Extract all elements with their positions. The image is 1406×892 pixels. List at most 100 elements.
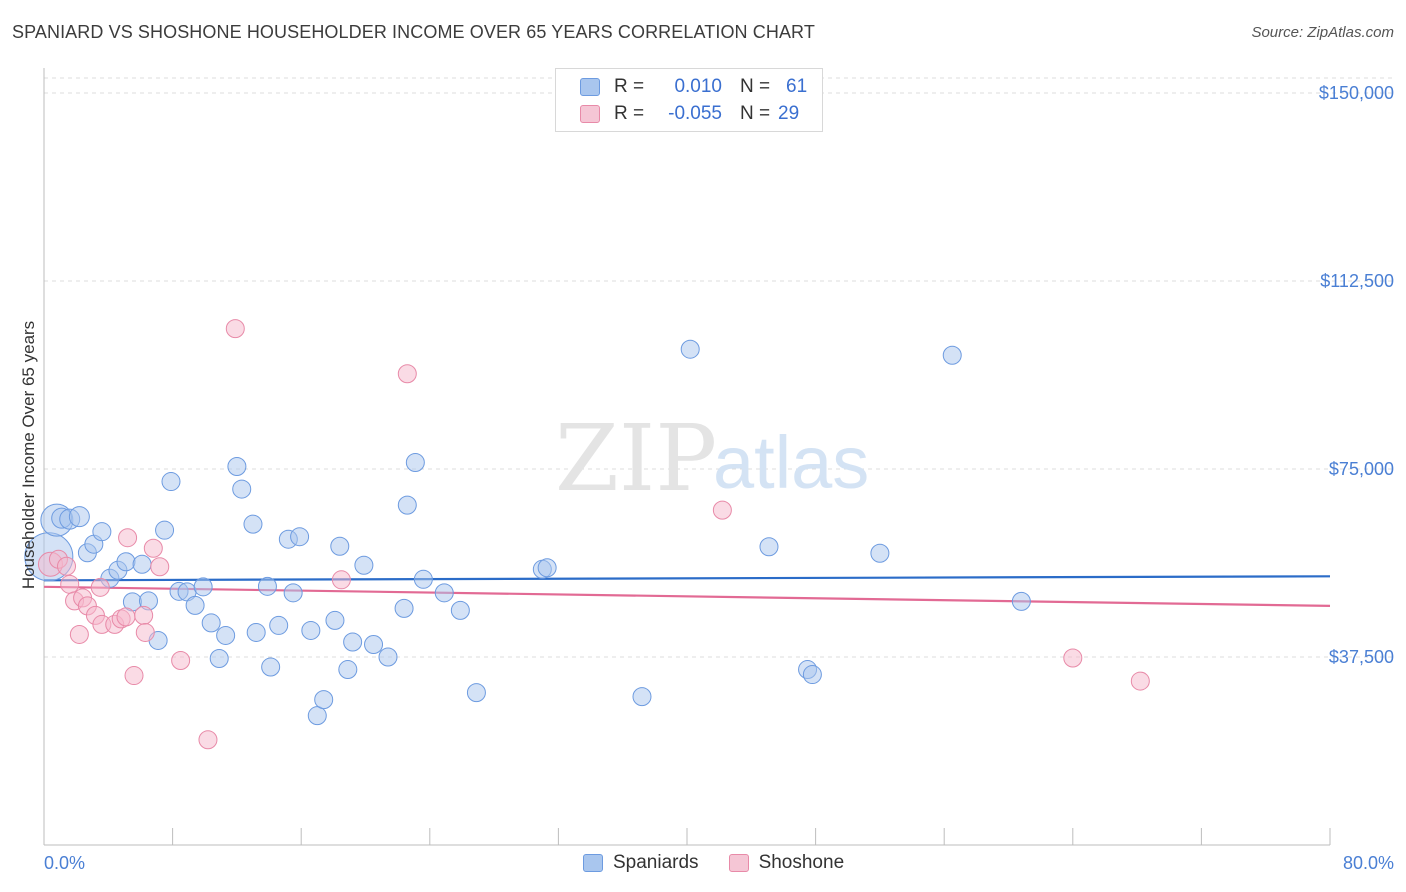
point-shoshone <box>331 570 351 590</box>
watermark-atlas: atlas <box>713 421 869 504</box>
point-spaniards <box>216 625 236 645</box>
legend-item-spaniards[interactable]: Spaniards <box>583 852 699 874</box>
point-spaniards <box>290 527 310 547</box>
point-spaniards <box>92 522 112 542</box>
point-shoshone <box>1130 671 1150 691</box>
series-legend: Spaniards Shoshone <box>583 852 874 874</box>
legend-item-shoshone[interactable]: Shoshone <box>728 852 845 874</box>
point-spaniards <box>132 554 152 574</box>
legend-row-spaniards: R = 0.010 N = 61 <box>580 75 807 99</box>
trend-line-shoshone <box>43 585 1331 607</box>
legend-label-spaniards: Spaniards <box>613 852 699 873</box>
legend-n-value: 61 <box>786 76 808 97</box>
y-tick-label: $75,000 <box>1329 459 1394 479</box>
y-axis-label: Householder Income Over 65 years <box>19 321 38 589</box>
point-spaniards <box>201 613 221 633</box>
point-shoshone <box>116 607 136 627</box>
point-spaniards <box>466 683 486 703</box>
point-spaniards <box>680 339 700 359</box>
watermark-zip: ZIP <box>555 405 717 512</box>
point-shoshone <box>397 364 417 384</box>
axes: $37,500 $75,000 $112,500 $150,000 <box>43 68 1394 846</box>
legend-swatch-pink <box>580 105 600 123</box>
point-spaniards <box>257 576 277 596</box>
point-shoshone <box>90 577 110 597</box>
correlation-legend: R = 0.010 N = 61 R = -0.055 N = 29 <box>555 68 823 132</box>
point-spaniards <box>405 453 425 473</box>
legend-swatch-pink <box>728 854 749 872</box>
point-spaniards <box>397 495 417 515</box>
point-shoshone <box>134 605 154 625</box>
legend-n-label: N = <box>740 103 771 124</box>
point-spaniards <box>325 610 345 630</box>
point-spaniards <box>209 649 229 669</box>
point-shoshone <box>57 556 77 576</box>
point-spaniards <box>364 634 384 654</box>
point-spaniards <box>161 472 181 492</box>
legend-swatch-blue <box>580 78 600 96</box>
x-tick-max: 80.0% <box>1343 853 1394 873</box>
point-spaniards <box>354 555 374 575</box>
watermark: ZIP atlas <box>555 405 869 512</box>
point-shoshone <box>124 666 144 686</box>
point-spaniards <box>301 620 321 640</box>
point-shoshone <box>143 538 163 558</box>
legend-r-value: 0.010 <box>674 76 722 97</box>
data-points <box>24 319 1150 750</box>
legend-n-label: N = <box>740 76 771 97</box>
legend-n-value: 29 <box>778 103 800 124</box>
legend-row-shoshone: R = -0.055 N = 29 <box>580 102 799 126</box>
point-spaniards <box>193 577 213 597</box>
point-spaniards <box>155 520 175 540</box>
point-shoshone <box>1063 648 1083 668</box>
point-spaniards <box>338 660 358 680</box>
point-spaniards <box>243 514 263 534</box>
legend-r-label: R = <box>614 76 645 97</box>
point-spaniards <box>68 506 90 528</box>
point-spaniards <box>802 665 822 685</box>
legend-swatch-blue <box>583 854 603 872</box>
point-shoshone <box>69 624 89 644</box>
point-shoshone <box>225 319 245 339</box>
point-shoshone <box>198 730 218 750</box>
point-spaniards <box>314 690 334 710</box>
point-spaniards <box>378 647 398 667</box>
point-spaniards <box>227 457 247 477</box>
point-spaniards <box>116 552 136 572</box>
y-tick-label: $112,500 <box>1320 271 1394 291</box>
point-shoshone <box>712 500 732 520</box>
point-spaniards <box>246 622 266 642</box>
point-spaniards <box>269 615 289 635</box>
point-shoshone <box>135 622 155 642</box>
legend-r-value: -0.055 <box>668 103 722 124</box>
trend-line-spaniards <box>43 575 1331 582</box>
legend-label-shoshone: Shoshone <box>758 852 845 873</box>
point-spaniards <box>232 479 252 499</box>
point-spaniards <box>330 536 350 556</box>
point-spaniards <box>1011 591 1031 611</box>
x-tick-min: 0.0% <box>44 853 85 873</box>
point-spaniards <box>307 706 327 726</box>
y-tick-label: $37,500 <box>1329 647 1394 667</box>
point-spaniards <box>632 687 652 707</box>
grid-lines <box>44 77 1394 658</box>
y-tick-label: $150,000 <box>1319 83 1394 103</box>
point-spaniards <box>942 345 962 365</box>
point-shoshone <box>171 651 191 671</box>
point-spaniards <box>261 657 281 677</box>
point-shoshone <box>60 574 80 594</box>
point-spaniards <box>537 558 557 578</box>
point-spaniards <box>759 537 779 557</box>
chart-title: SPANIARD VS SHOSHONE HOUSEHOLDER INCOME … <box>12 22 815 42</box>
legend-r-label: R = <box>614 103 645 124</box>
point-spaniards <box>450 600 470 620</box>
point-shoshone <box>118 528 138 548</box>
point-spaniards <box>394 598 414 618</box>
point-shoshone <box>150 557 170 577</box>
chart-source: Source: ZipAtlas.com <box>1251 24 1394 41</box>
trend-lines <box>43 575 1331 607</box>
point-spaniards <box>413 569 433 589</box>
point-spaniards <box>185 595 205 615</box>
point-spaniards <box>870 543 890 563</box>
